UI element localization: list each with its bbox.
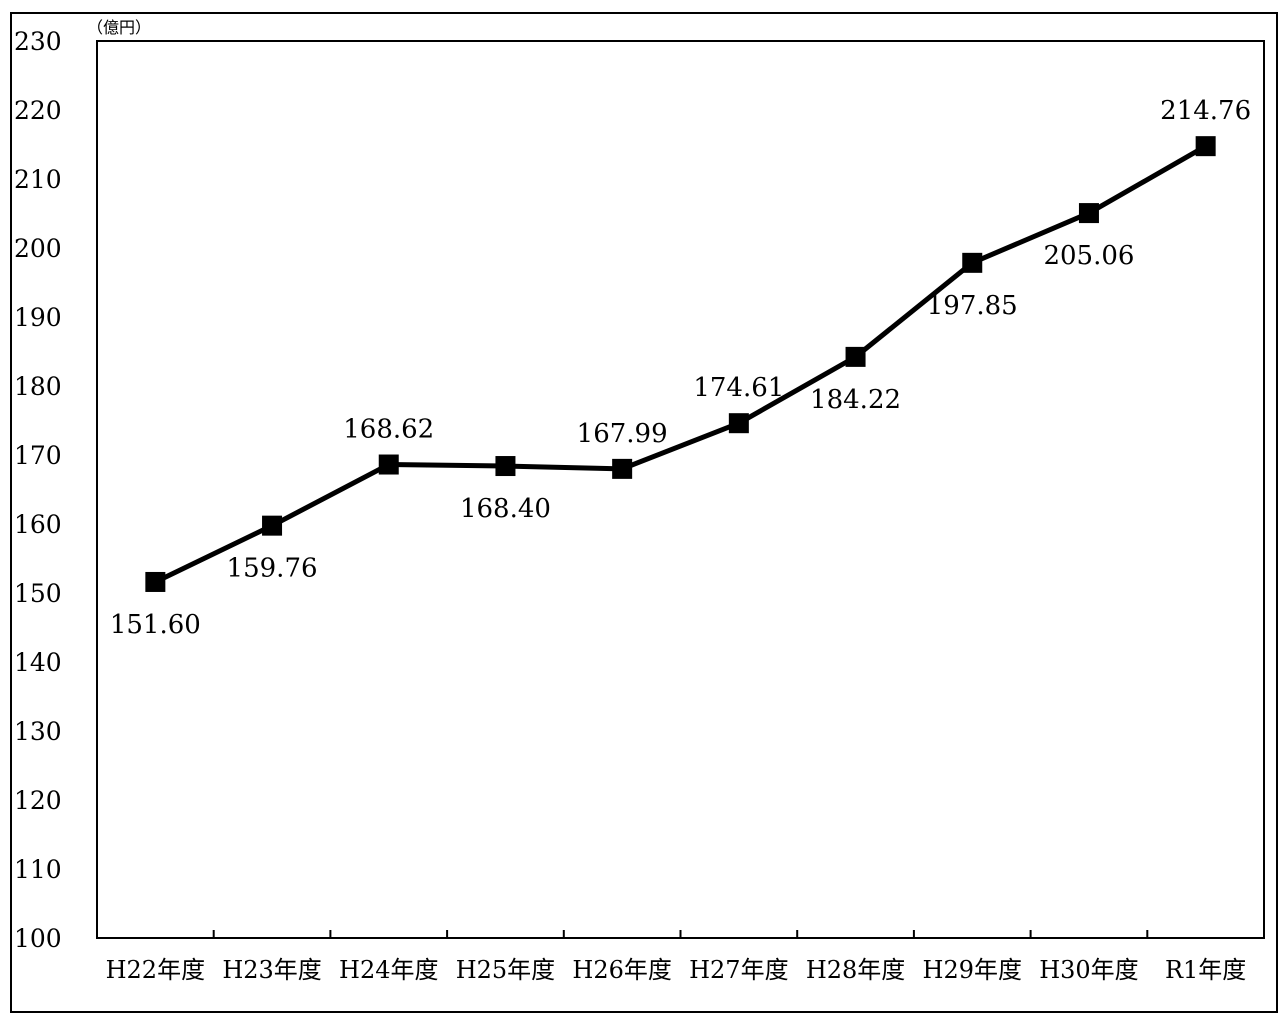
y-tick-label: 150 [14, 579, 62, 608]
x-tick-label: H26年度 [572, 956, 671, 984]
data-label: 159.76 [227, 554, 318, 584]
data-label: 214.76 [1160, 96, 1251, 126]
y-tick-label: 180 [14, 372, 62, 401]
data-labels: 151.60 159.76 168.62 168.40 167.99 174.61 184.… [110, 96, 1251, 640]
series-line [154, 143, 1207, 585]
y-tick-label: 200 [14, 234, 62, 263]
y-tick-label: 100 [14, 924, 62, 953]
y-tick-label: 230 [14, 27, 62, 56]
data-point-marker [845, 346, 866, 367]
x-tick-label: H23年度 [222, 956, 321, 984]
x-axis-tick-labels: H22年度 H23年度 H24年度 H25年度 H26年度 H27年度 H28年度 H29年度… [106, 956, 1247, 984]
y-tick-label: 220 [14, 96, 62, 125]
data-point-marker [612, 458, 633, 479]
y-tick-label: 210 [14, 165, 62, 194]
data-label: 151.60 [110, 610, 201, 640]
data-point-marker [145, 571, 166, 592]
data-label: 168.62 [343, 415, 434, 445]
plot-area [96, 40, 1265, 939]
x-tick-label: H27年度 [689, 956, 788, 984]
series-layer [145, 136, 1216, 592]
y-axis-tick-labels: 100 110 120 130 140 150 160 170 180 190 200 210 220 2… [14, 27, 62, 953]
y-tick-label: 110 [14, 855, 62, 884]
x-tick-label: H29年度 [923, 956, 1022, 984]
outer-frame [10, 12, 1278, 1013]
y-tick-label: 160 [14, 510, 62, 539]
data-point-marker [962, 252, 983, 273]
y-tick-label: 170 [14, 441, 62, 470]
x-tick-label: H28年度 [806, 956, 905, 984]
data-point-marker [728, 413, 749, 434]
data-label: 184.22 [810, 385, 901, 415]
x-tick-label: H22年度 [106, 956, 205, 984]
y-tick-label: 120 [14, 786, 62, 815]
data-point-marker [1078, 203, 1099, 224]
x-tick-label: R1年度 [1165, 956, 1246, 984]
data-point-marker [378, 454, 399, 475]
data-label: 174.61 [693, 373, 784, 403]
x-tick-label: H25年度 [456, 956, 555, 984]
y-tick-label: 190 [14, 303, 62, 332]
y-tick-label: 130 [14, 717, 62, 746]
x-axis-ticks [212, 930, 1149, 938]
y-tick-label: 140 [14, 648, 62, 677]
data-label: 197.85 [927, 291, 1018, 321]
data-label: 205.06 [1043, 241, 1134, 271]
x-tick-label: H24年度 [339, 956, 438, 984]
x-tick-label: H30年度 [1039, 956, 1138, 984]
data-point-marker [1195, 136, 1216, 157]
data-point-marker [262, 515, 283, 536]
data-label: 167.99 [577, 419, 668, 449]
y-unit-label: （億円） [87, 18, 151, 37]
data-point-marker [495, 456, 516, 477]
data-label: 168.40 [460, 494, 551, 524]
